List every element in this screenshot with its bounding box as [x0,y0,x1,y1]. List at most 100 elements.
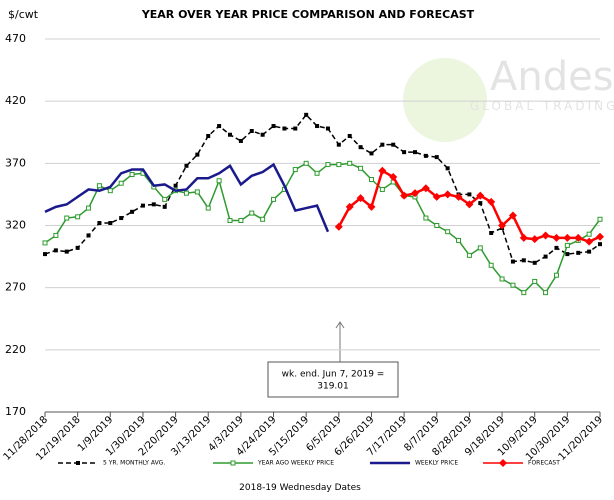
point [553,272,559,278]
point [151,202,156,207]
point [552,233,561,242]
point [334,222,343,231]
point [488,262,494,268]
point [304,112,309,117]
point [162,196,168,202]
point [391,142,396,147]
point [260,216,266,222]
point [75,214,81,220]
point [368,176,374,182]
point [129,172,135,178]
point [64,215,70,221]
point [314,170,320,176]
point [585,237,594,246]
y-axis-label: $/cwt [8,8,39,21]
point [443,190,452,199]
point [336,142,341,147]
point [379,186,385,192]
point [325,126,330,131]
legend-label: WEEKLY PRICE [415,460,458,467]
point [325,162,331,168]
point [53,232,59,238]
point [358,145,363,150]
point [576,250,581,255]
watermark-globe [403,58,487,142]
annotation: wk. end. Jun 7, 2019 = [282,370,385,380]
legend-label: FORECAST [528,460,560,467]
point [227,218,233,224]
point [347,160,353,166]
point [86,205,92,211]
point [162,204,167,209]
point [499,459,507,467]
y-tick-label: 170 [5,405,26,418]
point [423,153,428,158]
point [358,165,364,171]
point [282,126,287,131]
point [42,240,48,246]
annotation: 319.01 [317,382,349,392]
point [596,232,604,241]
chart-title: YEAR OVER YEAR PRICE COMPARISON AND FORE… [141,8,475,21]
point [574,233,583,242]
point [541,231,550,240]
point [249,210,255,216]
point [369,151,374,156]
point [130,209,135,214]
point [293,126,298,131]
point [432,192,441,201]
annotation-arrowhead [335,321,345,329]
point [476,191,485,200]
point [53,248,58,253]
point [400,191,409,200]
point [510,282,516,288]
point [411,189,419,198]
point [532,260,537,265]
point [586,231,592,237]
point [434,155,439,160]
point [173,183,178,188]
watermark: Andes [490,54,614,100]
point [76,461,80,465]
series-line [44,162,601,294]
point [249,129,254,134]
point [598,242,602,247]
y-tick-label: 420 [5,94,26,107]
point [238,138,243,143]
series-line [44,162,330,233]
point [498,221,507,230]
point [564,242,570,248]
point [230,460,236,466]
point [587,249,592,254]
point [315,124,320,129]
point [303,160,309,166]
point [271,196,277,202]
point [367,202,376,211]
point [421,184,430,193]
point [206,133,211,138]
point [521,258,526,263]
point [336,162,342,168]
point [108,221,113,226]
y-tick-label: 220 [5,343,26,356]
point [140,203,145,208]
y-tick-label: 470 [5,32,26,45]
point [345,202,354,211]
series-line [44,113,601,264]
point [565,252,570,257]
point [86,233,91,238]
point [467,192,472,197]
x-axis-label: 2018-19 Wednesday Dates [239,483,361,493]
point [519,233,528,242]
point [195,152,200,157]
point [543,290,549,296]
point [456,237,462,243]
point [508,211,517,220]
point [356,194,365,203]
point [205,205,211,211]
point [510,259,515,264]
point [543,254,548,259]
point [43,252,47,257]
point [292,167,298,173]
